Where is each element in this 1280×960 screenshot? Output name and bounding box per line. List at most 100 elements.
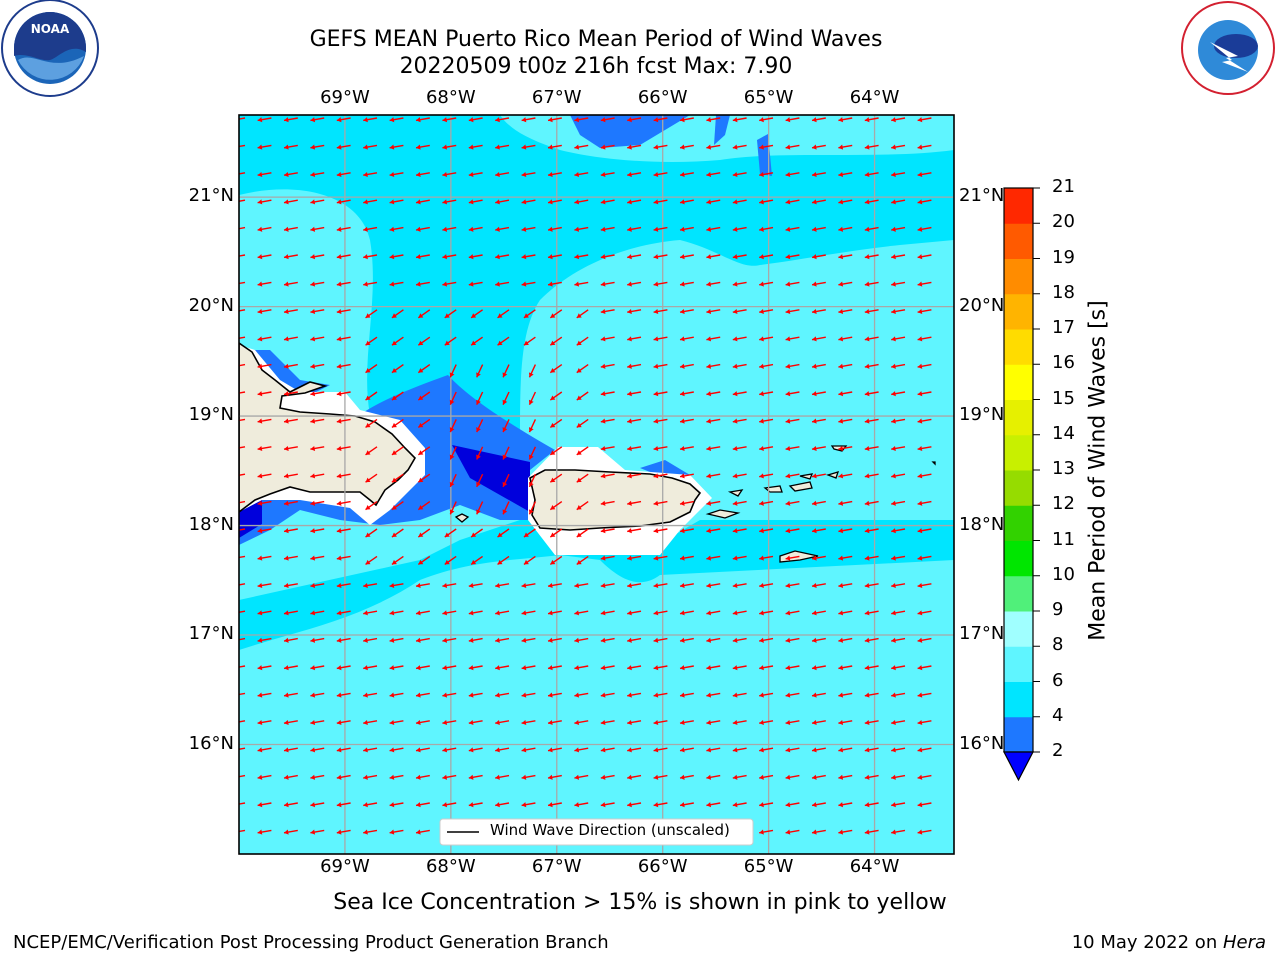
wind-wave-arrow bbox=[363, 665, 378, 671]
wind-wave-arrow bbox=[759, 117, 774, 123]
wind-wave-arrow bbox=[706, 199, 721, 205]
wind-wave-arrow bbox=[576, 364, 589, 374]
wind-wave-arrow bbox=[627, 308, 642, 315]
wind-wave-arrow bbox=[389, 665, 404, 671]
wind-wave-arrow bbox=[864, 555, 879, 561]
wind-wave-arrow bbox=[785, 528, 800, 534]
wind-wave-arrow bbox=[549, 364, 563, 374]
wind-wave-arrow bbox=[497, 528, 510, 538]
wind-wave-arrow bbox=[653, 610, 668, 616]
wind-wave-arrow bbox=[785, 555, 800, 561]
lon-label-bottom: 68°W bbox=[425, 856, 476, 877]
wind-wave-arrow bbox=[759, 254, 774, 260]
wind-wave-arrow bbox=[283, 473, 298, 479]
wind-wave-arrow bbox=[257, 281, 272, 287]
wind-wave-arrow bbox=[706, 637, 721, 643]
wind-wave-arrow bbox=[549, 501, 563, 511]
wind-wave-arrow bbox=[600, 363, 615, 369]
colorbar-tick-label: 14 bbox=[1052, 422, 1075, 444]
page-title: GEFS MEAN Puerto Rico Mean Period of Win… bbox=[309, 27, 883, 52]
wind-wave-arrow bbox=[495, 281, 510, 287]
wind-wave-arrow bbox=[239, 117, 246, 120]
wind-wave-arrow bbox=[679, 802, 694, 808]
wind-wave-arrow bbox=[521, 802, 536, 808]
wind-wave-arrow bbox=[706, 281, 721, 287]
wind-wave-arrow bbox=[838, 473, 853, 479]
wind-wave-arrow bbox=[864, 445, 879, 452]
wind-wave-arrow bbox=[600, 582, 615, 589]
wind-wave-arrow bbox=[838, 637, 853, 643]
lon-label-bottom: 69°W bbox=[320, 856, 370, 877]
wind-wave-arrow bbox=[653, 117, 668, 123]
wind-wave-arrow bbox=[864, 117, 879, 123]
colorbar-segment bbox=[1004, 364, 1033, 400]
wind-wave-arrow bbox=[706, 418, 721, 424]
wind-wave-arrow bbox=[811, 199, 826, 205]
wind-wave-arrow bbox=[574, 171, 589, 178]
wind-wave-arrow bbox=[759, 637, 774, 643]
wind-wave-arrow bbox=[811, 747, 826, 753]
wind-wave-arrow bbox=[917, 637, 932, 643]
wind-wave-arrow bbox=[365, 418, 378, 429]
wind-wave-arrow bbox=[283, 226, 298, 232]
wind-wave-arrow bbox=[417, 309, 431, 319]
wind-wave-arrow bbox=[811, 308, 826, 315]
wind-wave-arrow bbox=[310, 528, 325, 534]
wind-wave-arrow bbox=[363, 199, 378, 205]
wind-wave-arrow bbox=[679, 500, 694, 506]
wind-wave-arrow bbox=[785, 692, 800, 698]
wind-wave-arrow bbox=[785, 500, 800, 506]
lon-label-top: 67°W bbox=[531, 87, 582, 108]
wind-wave-arrow bbox=[495, 802, 510, 808]
wind-wave-arrow bbox=[627, 719, 642, 726]
wind-wave-arrow bbox=[732, 692, 747, 698]
land-small-islands bbox=[705, 445, 936, 563]
wind-wave-arrow bbox=[917, 500, 932, 506]
wind-wave-arrow bbox=[838, 418, 853, 424]
wind-wave-arrow bbox=[363, 117, 378, 123]
wind-wave-arrow bbox=[785, 171, 800, 178]
wind-wave-arrow bbox=[785, 254, 800, 260]
wind-wave-arrow bbox=[576, 528, 589, 538]
wind-wave-arrow bbox=[283, 117, 298, 123]
wind-wave-arrow bbox=[679, 747, 694, 753]
wind-wave-arrow bbox=[653, 171, 668, 178]
wind-wave-arrow bbox=[391, 501, 404, 511]
wind-wave-arrow bbox=[310, 473, 325, 479]
wind-wave-arrow bbox=[521, 171, 536, 178]
wind-wave-arrow bbox=[239, 446, 246, 449]
wind-wave-arrow bbox=[917, 555, 932, 561]
wind-wave-arrow bbox=[470, 309, 484, 319]
wind-wave-arrow bbox=[521, 226, 536, 232]
wind-wave-arrow bbox=[449, 364, 457, 378]
wind-wave-arrow bbox=[547, 582, 562, 589]
wind-wave-arrow bbox=[336, 528, 351, 534]
wind-wave-arrow bbox=[917, 336, 932, 342]
wind-wave-arrow bbox=[679, 226, 694, 232]
wind-wave-arrow bbox=[449, 473, 457, 488]
wind-wave-arrow bbox=[706, 774, 721, 780]
wind-wave-arrow bbox=[310, 254, 325, 260]
wind-wave-arrow bbox=[732, 199, 747, 205]
lon-label-top: 68°W bbox=[425, 87, 476, 108]
wind-wave-arrow bbox=[576, 555, 589, 566]
colorbar-extend-triangle bbox=[1003, 751, 1034, 782]
wind-wave-arrow bbox=[310, 719, 325, 726]
wind-wave-arrow bbox=[891, 418, 906, 424]
lat-label-left: 20°N bbox=[188, 294, 234, 316]
lon-label-top: 69°W bbox=[320, 87, 370, 108]
wind-wave-arrow bbox=[732, 610, 747, 616]
wind-wave-arrow bbox=[283, 363, 298, 369]
wind-wave-arrow bbox=[523, 336, 536, 346]
wind-wave-arrow bbox=[389, 829, 404, 835]
wind-wave-arrow bbox=[576, 336, 589, 346]
wind-wave-arrow bbox=[521, 254, 536, 260]
wind-wave-arrow bbox=[257, 555, 272, 561]
wind-wave-arrow bbox=[917, 144, 932, 150]
wind-wave-arrow bbox=[838, 226, 853, 232]
colorbar-tick-label: 20 bbox=[1052, 211, 1075, 233]
wind-wave-arrow bbox=[257, 445, 272, 452]
wind-wave-arrow bbox=[574, 774, 589, 780]
wind-wave-arrow bbox=[257, 171, 272, 178]
colorbar-segment bbox=[1004, 646, 1033, 682]
